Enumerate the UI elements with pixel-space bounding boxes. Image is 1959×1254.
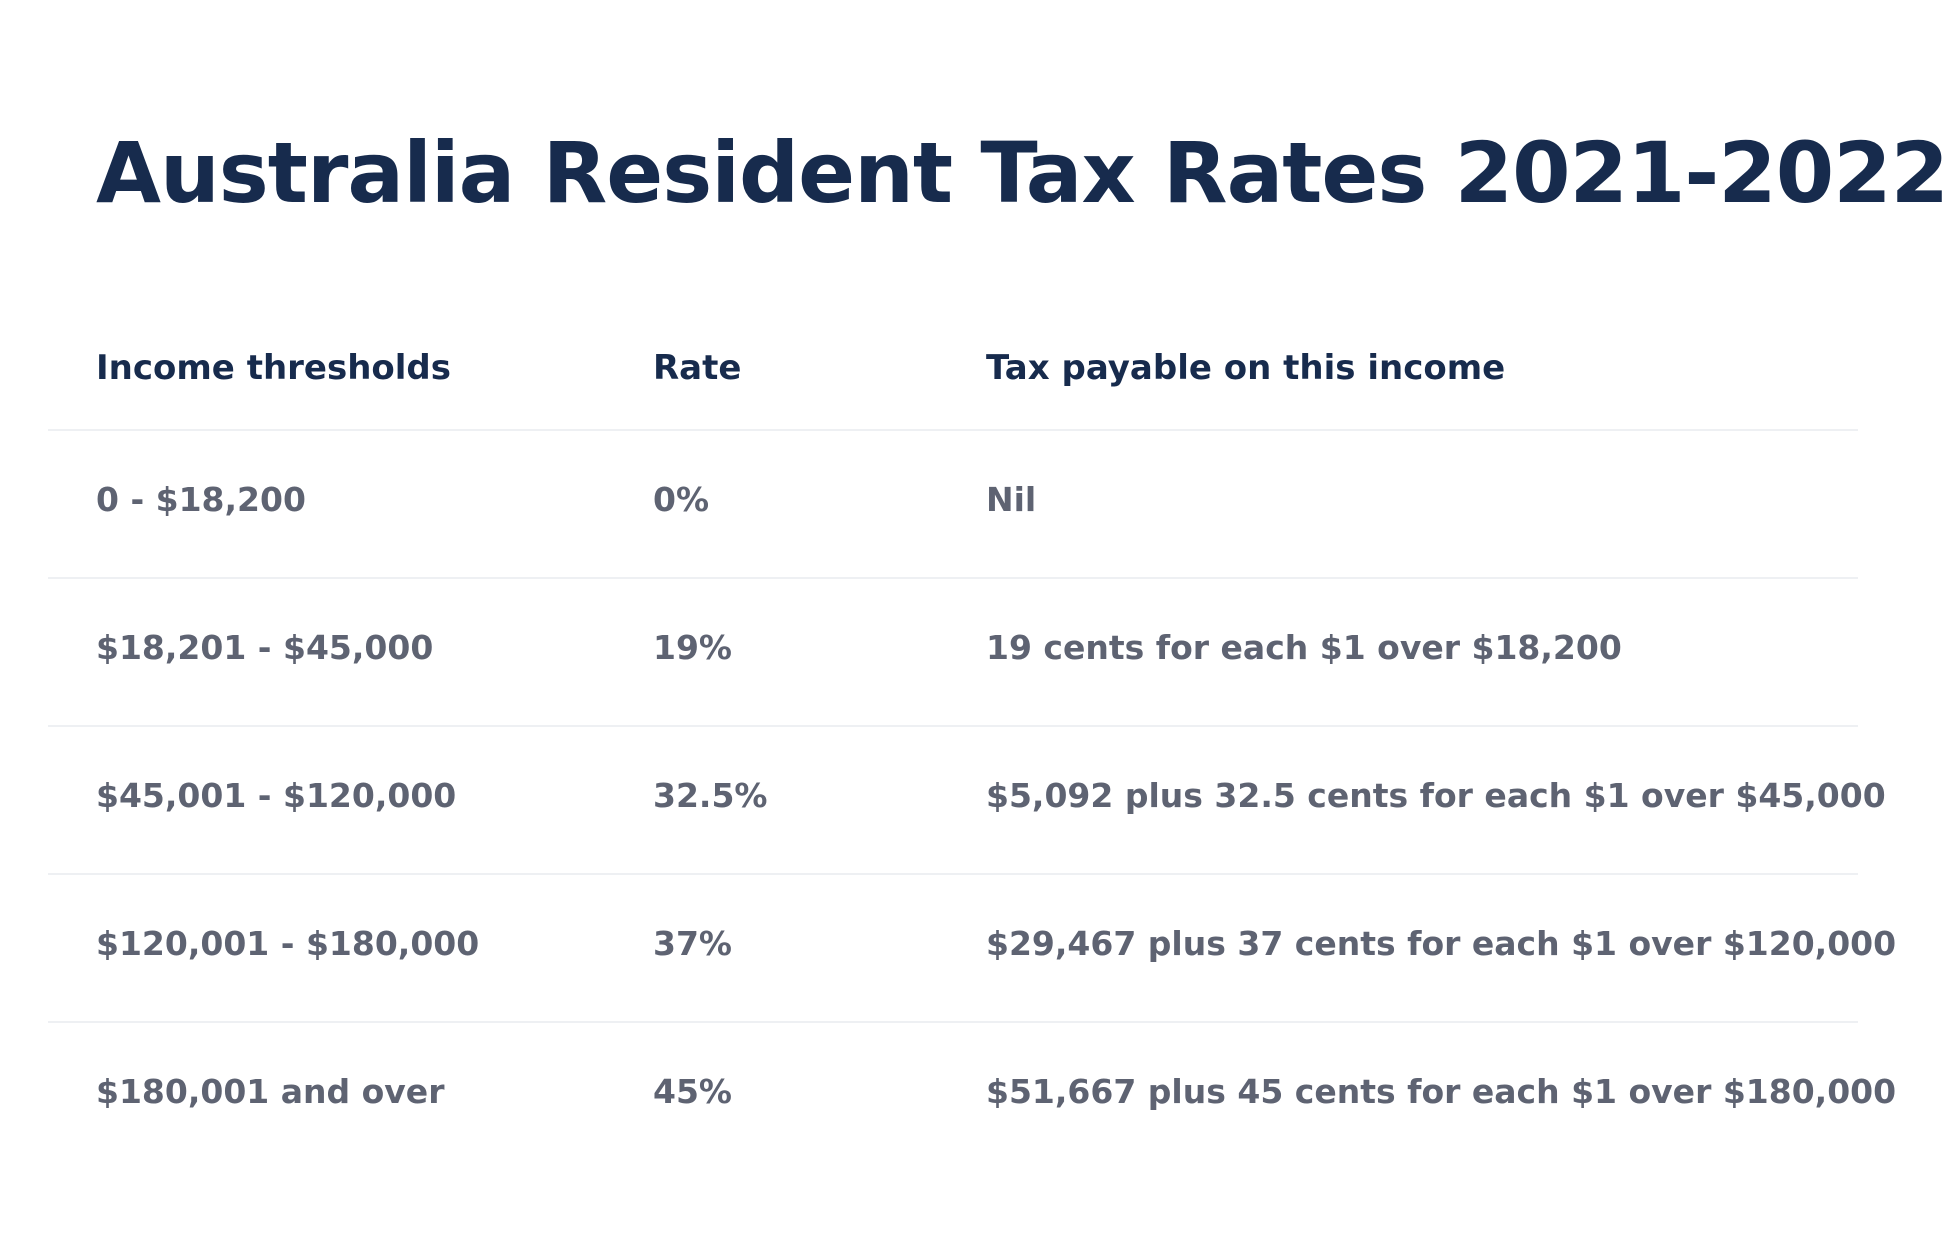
income-threshold-cell: $18,201 - $45,000 xyxy=(96,628,434,667)
tax-payable-cell: $51,667 plus 45 cents for each $1 over $… xyxy=(986,1072,1897,1111)
rate-cell: 45% xyxy=(653,1072,732,1111)
tax-payable-cell: 19 cents for each $1 over $18,200 xyxy=(986,628,1622,667)
table-row: $120,001 - $180,000 37% $29,467 plus 37 … xyxy=(48,875,1896,1023)
table-row: 0 - $18,200 0% Nil xyxy=(48,431,1858,579)
table-row: $180,001 and over 45% $51,667 plus 45 ce… xyxy=(48,1023,1896,1171)
column-header-income-thresholds: Income thresholds xyxy=(96,348,452,388)
rate-cell: 0% xyxy=(653,480,710,519)
page-title: Australia Resident Tax Rates 2021-2022 xyxy=(96,124,1949,222)
column-header-rate: Rate xyxy=(653,348,742,388)
tax-payable-cell: $29,467 plus 37 cents for each $1 over $… xyxy=(986,924,1897,963)
income-threshold-cell: $180,001 and over xyxy=(96,1072,445,1111)
tax-payable-cell: Nil xyxy=(986,480,1037,519)
rate-cell: 32.5% xyxy=(653,776,768,815)
table-row: $45,001 - $120,000 32.5% $5,092 plus 32.… xyxy=(48,727,1886,875)
tax-rates-table: Income thresholds Rate Tax payable on th… xyxy=(48,305,1896,1171)
table-header-row: Income thresholds Rate Tax payable on th… xyxy=(48,305,1858,431)
table-row: $18,201 - $45,000 19% 19 cents for each … xyxy=(48,579,1858,727)
rate-cell: 19% xyxy=(653,628,732,667)
income-threshold-cell: $45,001 - $120,000 xyxy=(96,776,457,815)
income-threshold-cell: $120,001 - $180,000 xyxy=(96,924,480,963)
income-threshold-cell: 0 - $18,200 xyxy=(96,480,306,519)
rate-cell: 37% xyxy=(653,924,732,963)
column-header-tax-payable: Tax payable on this income xyxy=(986,348,1506,388)
tax-payable-cell: $5,092 plus 32.5 cents for each $1 over … xyxy=(986,776,1886,815)
